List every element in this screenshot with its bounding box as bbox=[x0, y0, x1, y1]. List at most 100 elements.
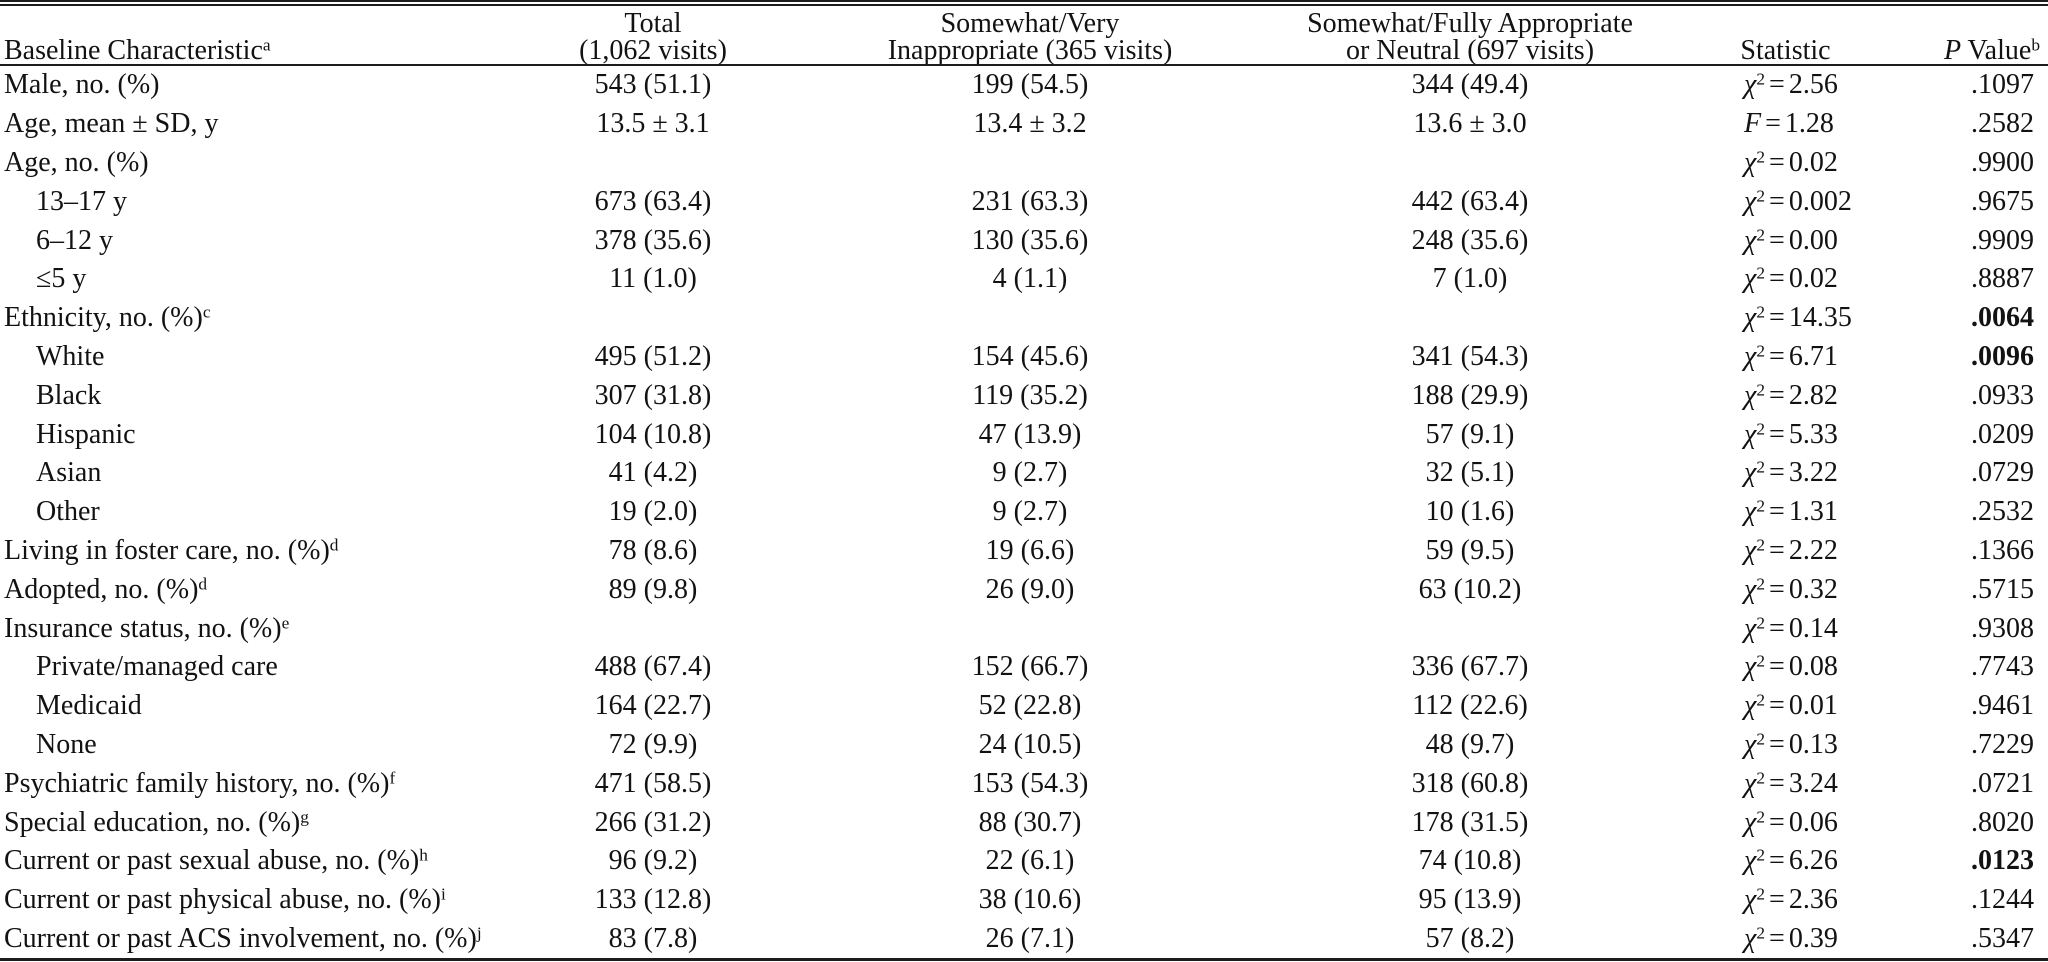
header-p-rest: Value bbox=[1961, 35, 2032, 66]
statistic-equals: = bbox=[1769, 263, 1785, 295]
row-appropriate-value: 344 (49.4) bbox=[1411, 69, 1529, 101]
statistic-value: 14.35 bbox=[1788, 302, 1852, 334]
row-inappropriate-value: 26 (7.1) bbox=[985, 922, 1075, 954]
header-total: Total (1,062 visits) bbox=[540, 8, 766, 65]
row-appropriate-value: 32 (5.1) bbox=[1425, 457, 1515, 489]
row-label-cell: Age, no. (%) bbox=[0, 147, 540, 179]
row-inappropriate-value: 19 (6.6) bbox=[985, 534, 1075, 566]
row-label: White bbox=[36, 340, 105, 372]
row-p-value: .9675 bbox=[1971, 185, 2034, 217]
statistic-equals: = bbox=[1769, 534, 1785, 566]
table-row: Black 307 (31.8) 119 (35.2) 188 (29.9) χ… bbox=[0, 376, 2048, 415]
statistic-exponent: 2 bbox=[1756, 186, 1766, 206]
statistic-symbol: F bbox=[1744, 108, 1762, 140]
table-row: Special education, no. (%)g 266 (31.2) 8… bbox=[0, 803, 2048, 842]
row-label-cell: None bbox=[0, 729, 540, 761]
row-statistic: χ2 = 0.02 bbox=[1646, 263, 1925, 295]
statistic-exponent: 2 bbox=[1756, 690, 1766, 710]
row-appropriate-value: 10 (1.6) bbox=[1425, 496, 1515, 528]
statistic-value: 0.13 bbox=[1788, 728, 1838, 760]
row-p-value: .2532 bbox=[1971, 496, 2034, 528]
row-label: Living in foster care, no. (%) bbox=[4, 534, 330, 566]
row-appropriate-value: 336 (67.7) bbox=[1411, 651, 1529, 683]
row-p-value: .2582 bbox=[1971, 108, 2034, 140]
statistic-symbol: χ bbox=[1744, 534, 1757, 566]
table-row: Current or past sexual abuse, no. (%)h 9… bbox=[0, 842, 2048, 881]
row-total-value: 104 (10.8) bbox=[594, 418, 712, 450]
row-label-cell: Male, no. (%) bbox=[0, 69, 540, 101]
row-p-value: .7743 bbox=[1971, 651, 2034, 683]
statistic-equals: = bbox=[1769, 69, 1785, 101]
row-appropriate-value: 112 (22.6) bbox=[1412, 690, 1528, 722]
row-label: 6–12 y bbox=[36, 224, 113, 256]
header-inappropriate: Somewhat/Very Inappropriate (365 visits) bbox=[766, 8, 1294, 66]
row-inappropriate-value: 52 (22.8) bbox=[978, 690, 1082, 722]
row-label: Black bbox=[36, 379, 102, 411]
statistic-value: 0.32 bbox=[1788, 573, 1838, 605]
statistic-exponent: 2 bbox=[1756, 224, 1766, 244]
row-appropriate-value: 318 (60.8) bbox=[1411, 767, 1529, 799]
row-total-value: 41 (4.2) bbox=[608, 457, 698, 489]
row-label: Age, no. (%) bbox=[4, 146, 149, 178]
statistic-symbol: χ bbox=[1744, 573, 1757, 605]
header-inappropriate-line1: Somewhat/Very bbox=[940, 8, 1120, 39]
header-total-line1: Total bbox=[624, 8, 682, 39]
row-total-value: 13.5 ± 3.1 bbox=[596, 108, 710, 140]
row-label: Special education, no. (%) bbox=[4, 806, 301, 838]
row-label-cell: ≤5 y bbox=[0, 263, 540, 295]
header-inappropriate-line2: Inappropriate (365 visits) bbox=[887, 35, 1173, 66]
row-label-footnote: d bbox=[329, 535, 339, 555]
row-appropriate-value: 341 (54.3) bbox=[1411, 340, 1529, 372]
row-statistic: χ2 = 0.14 bbox=[1646, 613, 1925, 645]
header-p-footnote: b bbox=[2031, 35, 2040, 55]
row-total-value: 19 (2.0) bbox=[608, 496, 698, 528]
row-inappropriate-value: 130 (35.6) bbox=[971, 224, 1089, 256]
statistic-value: 2.82 bbox=[1788, 379, 1838, 411]
row-label-cell: Hispanic bbox=[0, 419, 540, 451]
row-p-value: .9461 bbox=[1971, 690, 2034, 722]
row-total-value: 495 (51.2) bbox=[594, 340, 712, 372]
row-statistic: χ2 = 0.08 bbox=[1646, 651, 1925, 683]
row-statistic: χ2 = 0.06 bbox=[1646, 807, 1925, 839]
statistic-symbol: χ bbox=[1744, 806, 1757, 838]
row-statistic: χ2 = 0.00 bbox=[1646, 225, 1925, 257]
statistic-exponent: 2 bbox=[1756, 923, 1766, 943]
header-statistic: Statistic bbox=[1740, 35, 1831, 66]
statistic-equals: = bbox=[1769, 728, 1785, 760]
row-inappropriate-value: 154 (45.6) bbox=[971, 340, 1089, 372]
statistic-symbol: χ bbox=[1744, 457, 1757, 489]
statistic-value: 0.02 bbox=[1788, 146, 1838, 178]
statistic-exponent: 2 bbox=[1756, 341, 1766, 361]
statistic-value: 6.71 bbox=[1788, 340, 1838, 372]
row-label-cell: Current or past sexual abuse, no. (%)h bbox=[0, 845, 540, 877]
statistic-equals: = bbox=[1769, 340, 1785, 372]
statistic-exponent: 2 bbox=[1756, 457, 1766, 477]
row-label-cell: White bbox=[0, 341, 540, 373]
row-appropriate-value: 74 (10.8) bbox=[1418, 845, 1522, 877]
statistic-exponent: 2 bbox=[1756, 535, 1766, 555]
row-label-cell: Special education, no. (%)g bbox=[0, 807, 540, 839]
statistic-equals: = bbox=[1769, 185, 1785, 217]
row-label: None bbox=[36, 728, 97, 760]
row-statistic: χ2 = 6.26 bbox=[1646, 845, 1925, 877]
row-total-value: 78 (8.6) bbox=[608, 534, 698, 566]
header-appropriate-line1: Somewhat/Fully Appropriate bbox=[1307, 8, 1633, 39]
row-label-cell: Current or past physical abuse, no. (%)i bbox=[0, 884, 540, 916]
row-p-value: .0123 bbox=[1971, 845, 2034, 877]
row-statistic: χ2 = 0.002 bbox=[1646, 186, 1925, 218]
table-row: Male, no. (%) 543 (51.1) 199 (54.5) 344 … bbox=[0, 66, 2048, 105]
statistic-symbol: χ bbox=[1744, 263, 1757, 295]
statistic-value: 0.14 bbox=[1788, 612, 1838, 644]
table-row: ≤5 y 11 (1.0) 4 (1.1) 7 (1.0) χ2 = 0.02 .8… bbox=[0, 260, 2048, 299]
statistic-exponent: 2 bbox=[1756, 651, 1766, 671]
row-appropriate-value: 48 (9.7) bbox=[1425, 728, 1515, 760]
table-row: None 72 (9.9) 24 (10.5) 48 (9.7) χ2 = 0.13… bbox=[0, 726, 2048, 765]
row-p-value: .1097 bbox=[1971, 69, 2034, 101]
row-inappropriate-value: 26 (9.0) bbox=[985, 573, 1075, 605]
row-p-value: .0096 bbox=[1971, 340, 2034, 372]
row-label-cell: Black bbox=[0, 380, 540, 412]
row-p-value: .1366 bbox=[1971, 534, 2034, 566]
row-p-value: .5715 bbox=[1971, 573, 2034, 605]
row-label: Current or past sexual abuse, no. (%) bbox=[4, 845, 420, 877]
row-label-cell: Age, mean ± SD, y bbox=[0, 108, 540, 140]
